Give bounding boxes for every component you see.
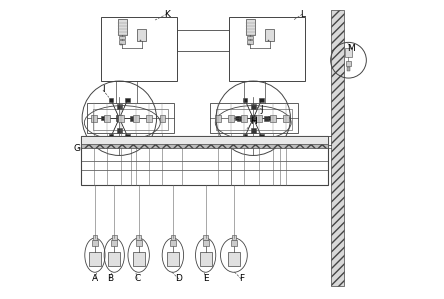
Bar	[133, 252, 145, 266]
Bar	[104, 115, 111, 122]
Bar	[248, 44, 250, 45]
Bar	[231, 240, 237, 246]
Bar	[137, 29, 146, 41]
Bar	[170, 235, 175, 240]
Bar	[265, 29, 274, 41]
Text: D: D	[175, 274, 182, 283]
Bar	[108, 252, 120, 266]
Bar	[102, 17, 177, 81]
Bar	[111, 240, 117, 246]
Bar	[131, 116, 135, 120]
Bar	[118, 19, 127, 35]
Text: M: M	[348, 44, 355, 53]
Bar	[251, 128, 256, 132]
Bar	[200, 252, 212, 266]
Bar	[264, 116, 269, 120]
Bar	[228, 115, 234, 122]
Bar	[133, 115, 139, 122]
Bar	[117, 104, 122, 109]
Bar	[109, 134, 113, 138]
Bar	[92, 240, 98, 246]
Bar	[119, 40, 125, 44]
Text: L: L	[300, 10, 305, 19]
Bar	[117, 128, 122, 132]
Bar	[235, 116, 239, 120]
Bar	[91, 115, 97, 122]
Bar	[345, 48, 352, 57]
Text: A: A	[92, 274, 98, 283]
Bar	[216, 109, 292, 130]
Bar	[167, 252, 179, 266]
Bar	[259, 134, 264, 138]
Bar	[81, 136, 328, 185]
Bar	[202, 240, 209, 246]
Bar	[92, 109, 168, 130]
Bar	[251, 104, 256, 109]
Bar	[89, 252, 101, 266]
Bar	[243, 98, 247, 102]
Bar	[109, 98, 113, 102]
Bar	[268, 40, 270, 42]
Bar	[246, 19, 255, 35]
Bar	[81, 136, 328, 145]
Bar	[125, 98, 130, 102]
Bar	[118, 115, 124, 122]
Bar	[119, 36, 125, 39]
Bar	[170, 240, 176, 246]
Text: G: G	[73, 144, 80, 152]
Bar	[101, 116, 105, 120]
Bar	[92, 235, 97, 240]
Bar	[146, 115, 152, 122]
Bar	[125, 134, 130, 138]
Bar	[256, 115, 262, 122]
Bar	[238, 116, 242, 120]
Bar	[231, 235, 236, 240]
Bar	[136, 240, 142, 246]
Bar	[177, 30, 230, 51]
Bar	[112, 235, 117, 240]
Text: C: C	[134, 274, 140, 283]
Bar	[214, 115, 221, 122]
Bar	[136, 235, 141, 240]
Text: E: E	[203, 274, 208, 283]
Bar	[203, 235, 208, 240]
Bar	[331, 10, 344, 286]
Bar	[120, 44, 122, 45]
Text: F: F	[239, 274, 244, 283]
Bar	[230, 17, 305, 81]
Bar	[243, 134, 247, 138]
Bar	[242, 115, 247, 122]
Bar	[87, 103, 174, 133]
Bar	[259, 98, 264, 102]
Text: B: B	[107, 274, 113, 283]
Text: K: K	[164, 10, 170, 19]
Bar	[81, 144, 328, 148]
Bar	[347, 67, 350, 71]
Bar	[346, 61, 351, 66]
Text: I: I	[102, 86, 104, 94]
Bar	[250, 115, 256, 121]
Text: J: J	[261, 105, 263, 114]
Bar	[159, 115, 166, 122]
Bar	[210, 103, 298, 133]
Bar	[247, 36, 253, 39]
Bar	[247, 40, 253, 44]
Bar	[283, 115, 289, 122]
Bar	[270, 115, 276, 122]
Bar	[139, 40, 141, 42]
Text: H: H	[250, 117, 257, 126]
Bar	[116, 115, 122, 121]
Bar	[103, 116, 108, 120]
Bar	[268, 116, 272, 120]
Bar	[134, 116, 138, 120]
Bar	[228, 252, 240, 266]
